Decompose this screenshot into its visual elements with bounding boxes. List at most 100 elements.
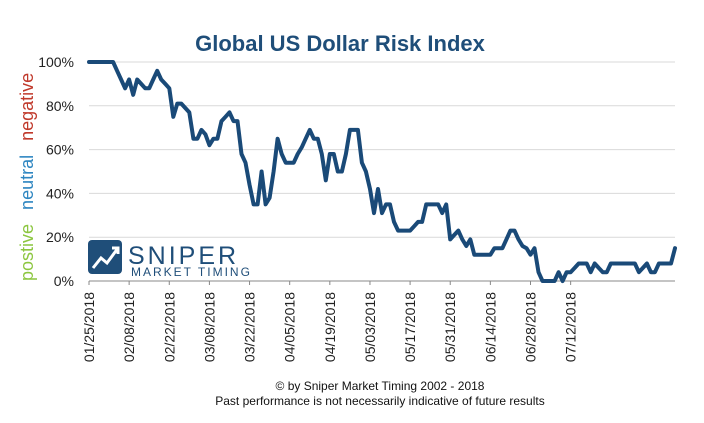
data-point <box>200 128 203 132</box>
data-point <box>477 253 480 256</box>
data-point <box>601 271 604 274</box>
data-point <box>356 128 360 132</box>
data-point <box>621 262 624 265</box>
data-point <box>416 220 420 224</box>
data-point <box>144 87 147 90</box>
data-point <box>340 170 344 173</box>
data-point <box>661 262 665 265</box>
data-point <box>156 69 159 73</box>
x-tick-label: 03/22/2018 <box>242 292 258 362</box>
data-point <box>412 225 416 228</box>
data-point <box>127 78 131 81</box>
y-tick-label: 60% <box>46 142 74 158</box>
data-point <box>180 102 183 105</box>
data-point <box>280 152 283 156</box>
data-point <box>553 279 556 283</box>
data-point <box>388 203 392 206</box>
data-point <box>372 211 376 215</box>
data-point <box>449 238 452 241</box>
x-tick-label: 05/31/2018 <box>442 292 458 362</box>
data-point <box>312 137 315 140</box>
brand-name: SNIPER <box>128 242 239 270</box>
data-point <box>585 262 588 265</box>
data-point <box>119 78 123 81</box>
data-point <box>437 203 440 206</box>
data-point <box>537 271 540 274</box>
data-point <box>569 271 572 274</box>
y-tick-label: 20% <box>46 229 74 245</box>
trend-icon <box>91 247 120 269</box>
data-point <box>501 247 504 250</box>
data-point <box>529 253 532 256</box>
data-point <box>505 238 508 241</box>
data-point <box>549 279 552 283</box>
data-point <box>565 271 568 274</box>
data-point <box>224 115 227 119</box>
data-point <box>272 170 275 173</box>
sentiment-negative: negative <box>17 73 37 141</box>
data-point <box>593 262 596 265</box>
data-point <box>629 262 632 265</box>
data-point <box>176 102 179 105</box>
sentiment-label-positive: postive neutral negative <box>17 73 37 281</box>
data-point <box>292 161 295 164</box>
data-point <box>107 60 111 64</box>
x-tick-label: 02/08/2018 <box>121 292 137 362</box>
data-point <box>461 238 464 241</box>
grid-lines <box>89 61 675 238</box>
series-layer <box>87 60 677 283</box>
data-point <box>469 238 472 241</box>
data-point <box>517 238 520 241</box>
data-point <box>212 137 215 140</box>
x-tick-label: 04/19/2018 <box>322 292 338 362</box>
data-point <box>184 106 187 110</box>
x-tick-label: 07/12/2018 <box>563 292 579 362</box>
y-axis-ticks: 0% 20% 40% 60% 80% 100% <box>38 54 74 289</box>
data-point <box>188 111 191 114</box>
data-point <box>352 128 356 132</box>
data-point <box>605 271 608 274</box>
data-point <box>140 82 143 86</box>
data-point <box>276 137 279 140</box>
data-point <box>196 137 199 140</box>
data-point <box>653 271 657 274</box>
data-point <box>613 262 616 265</box>
data-point <box>453 233 456 237</box>
data-point <box>304 137 307 140</box>
data-point <box>236 119 239 123</box>
y-tick-label: 40% <box>46 185 74 201</box>
chart-title: Global US Dollar Risk Index <box>195 31 486 56</box>
data-point <box>204 133 207 136</box>
x-tick-label: 05/17/2018 <box>402 292 418 362</box>
data-point <box>493 247 496 250</box>
data-point <box>665 262 669 265</box>
arrow-icon <box>112 246 120 254</box>
data-point <box>637 271 641 274</box>
data-point <box>208 144 211 147</box>
data-point <box>132 93 135 97</box>
data-point <box>597 266 600 270</box>
data-point <box>509 229 512 232</box>
data-point <box>148 87 151 90</box>
data-point <box>669 262 673 265</box>
data-point <box>445 203 448 206</box>
data-point <box>481 253 484 256</box>
data-point <box>497 247 500 250</box>
data-point <box>95 60 99 64</box>
data-point <box>376 187 380 191</box>
data-point <box>316 137 319 140</box>
data-point <box>172 115 175 119</box>
data-point <box>324 179 327 182</box>
data-point <box>360 161 364 164</box>
data-point <box>425 203 428 206</box>
data-point <box>609 262 612 265</box>
data-point <box>87 60 91 64</box>
data-point <box>625 262 628 265</box>
data-point <box>336 170 339 173</box>
y-tick-label: 80% <box>46 98 74 114</box>
data-point <box>545 279 548 283</box>
data-point <box>489 253 492 256</box>
data-point <box>573 266 576 270</box>
data-point <box>160 78 163 81</box>
data-point <box>633 262 637 265</box>
